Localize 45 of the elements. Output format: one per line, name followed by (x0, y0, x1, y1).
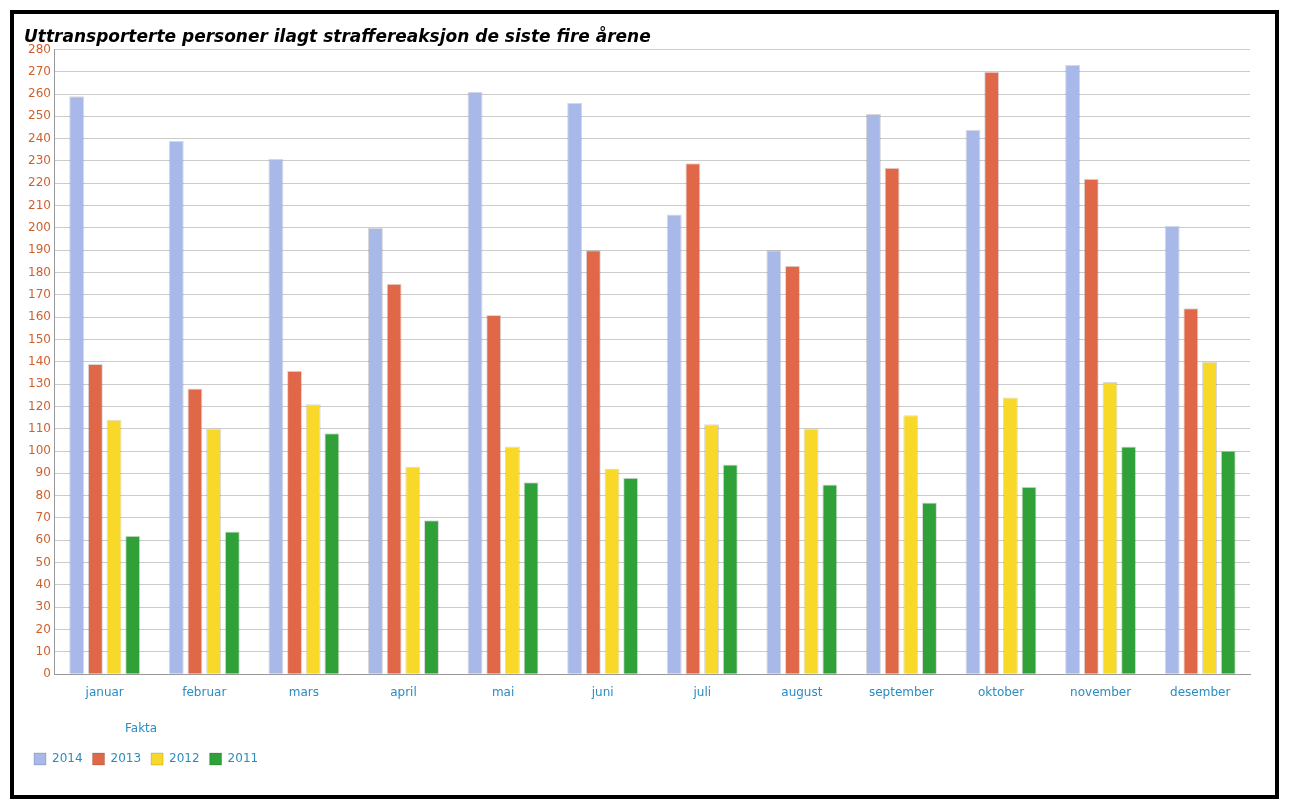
y-tick-label: 90 (35, 465, 51, 480)
y-tick-label: 220 (28, 175, 51, 190)
legend-label: 2013 (110, 751, 142, 766)
x-tick-label: mai (491, 684, 515, 699)
x-tick-label: mars (288, 684, 319, 699)
x-tick-label: desember (1170, 684, 1231, 699)
x-tick-label: juli (692, 684, 712, 699)
y-tick-label: 20 (35, 621, 51, 636)
x-tick-label: april (390, 684, 417, 699)
legend-label: 2011 (227, 751, 259, 766)
y-tick-label: 120 (28, 398, 51, 413)
x-tick-label: august (781, 684, 823, 699)
y-tick-label: 260 (28, 86, 51, 101)
x-tick-label: oktober (977, 684, 1025, 699)
y-tick-label: 100 (28, 443, 51, 458)
y-tick-label: 130 (28, 376, 51, 391)
y-tick-label: 230 (28, 153, 51, 168)
y-tick-label: 190 (28, 242, 51, 257)
legend-label: 2014 (52, 751, 83, 766)
x-tick-label: september (868, 684, 934, 699)
y-tick-label: 80 (35, 487, 51, 502)
y-tick-label: 250 (28, 108, 51, 123)
y-tick-label: 150 (28, 331, 51, 346)
y-tick-label: 180 (28, 264, 51, 279)
y-tick-label: 50 (35, 554, 51, 569)
x-tick-label: februar (182, 684, 227, 699)
y-tick-label: 0 (43, 666, 51, 681)
y-tick-label: 170 (28, 286, 51, 301)
y-tick-label: 110 (28, 420, 51, 435)
y-tick-label: 60 (35, 532, 51, 547)
y-tick-label: 40 (35, 577, 51, 592)
y-tick-label: 270 (28, 63, 51, 78)
y-tick-label: 30 (35, 599, 51, 614)
y-tick-label: 10 (35, 644, 51, 659)
y-tick-label: 200 (28, 220, 51, 235)
y-tick-label: 140 (28, 353, 51, 368)
y-tick-label: 210 (28, 197, 51, 212)
legend-title: Fakta (124, 720, 158, 735)
legend-label: 2012 (169, 751, 200, 766)
x-tick-label: november (1070, 684, 1132, 699)
y-tick-label: 70 (35, 510, 51, 525)
x-tick-label: juni (590, 684, 614, 699)
y-tick-label: 160 (28, 309, 51, 324)
y-tick-label: 240 (28, 130, 51, 145)
x-tick-label: januar (84, 684, 124, 699)
